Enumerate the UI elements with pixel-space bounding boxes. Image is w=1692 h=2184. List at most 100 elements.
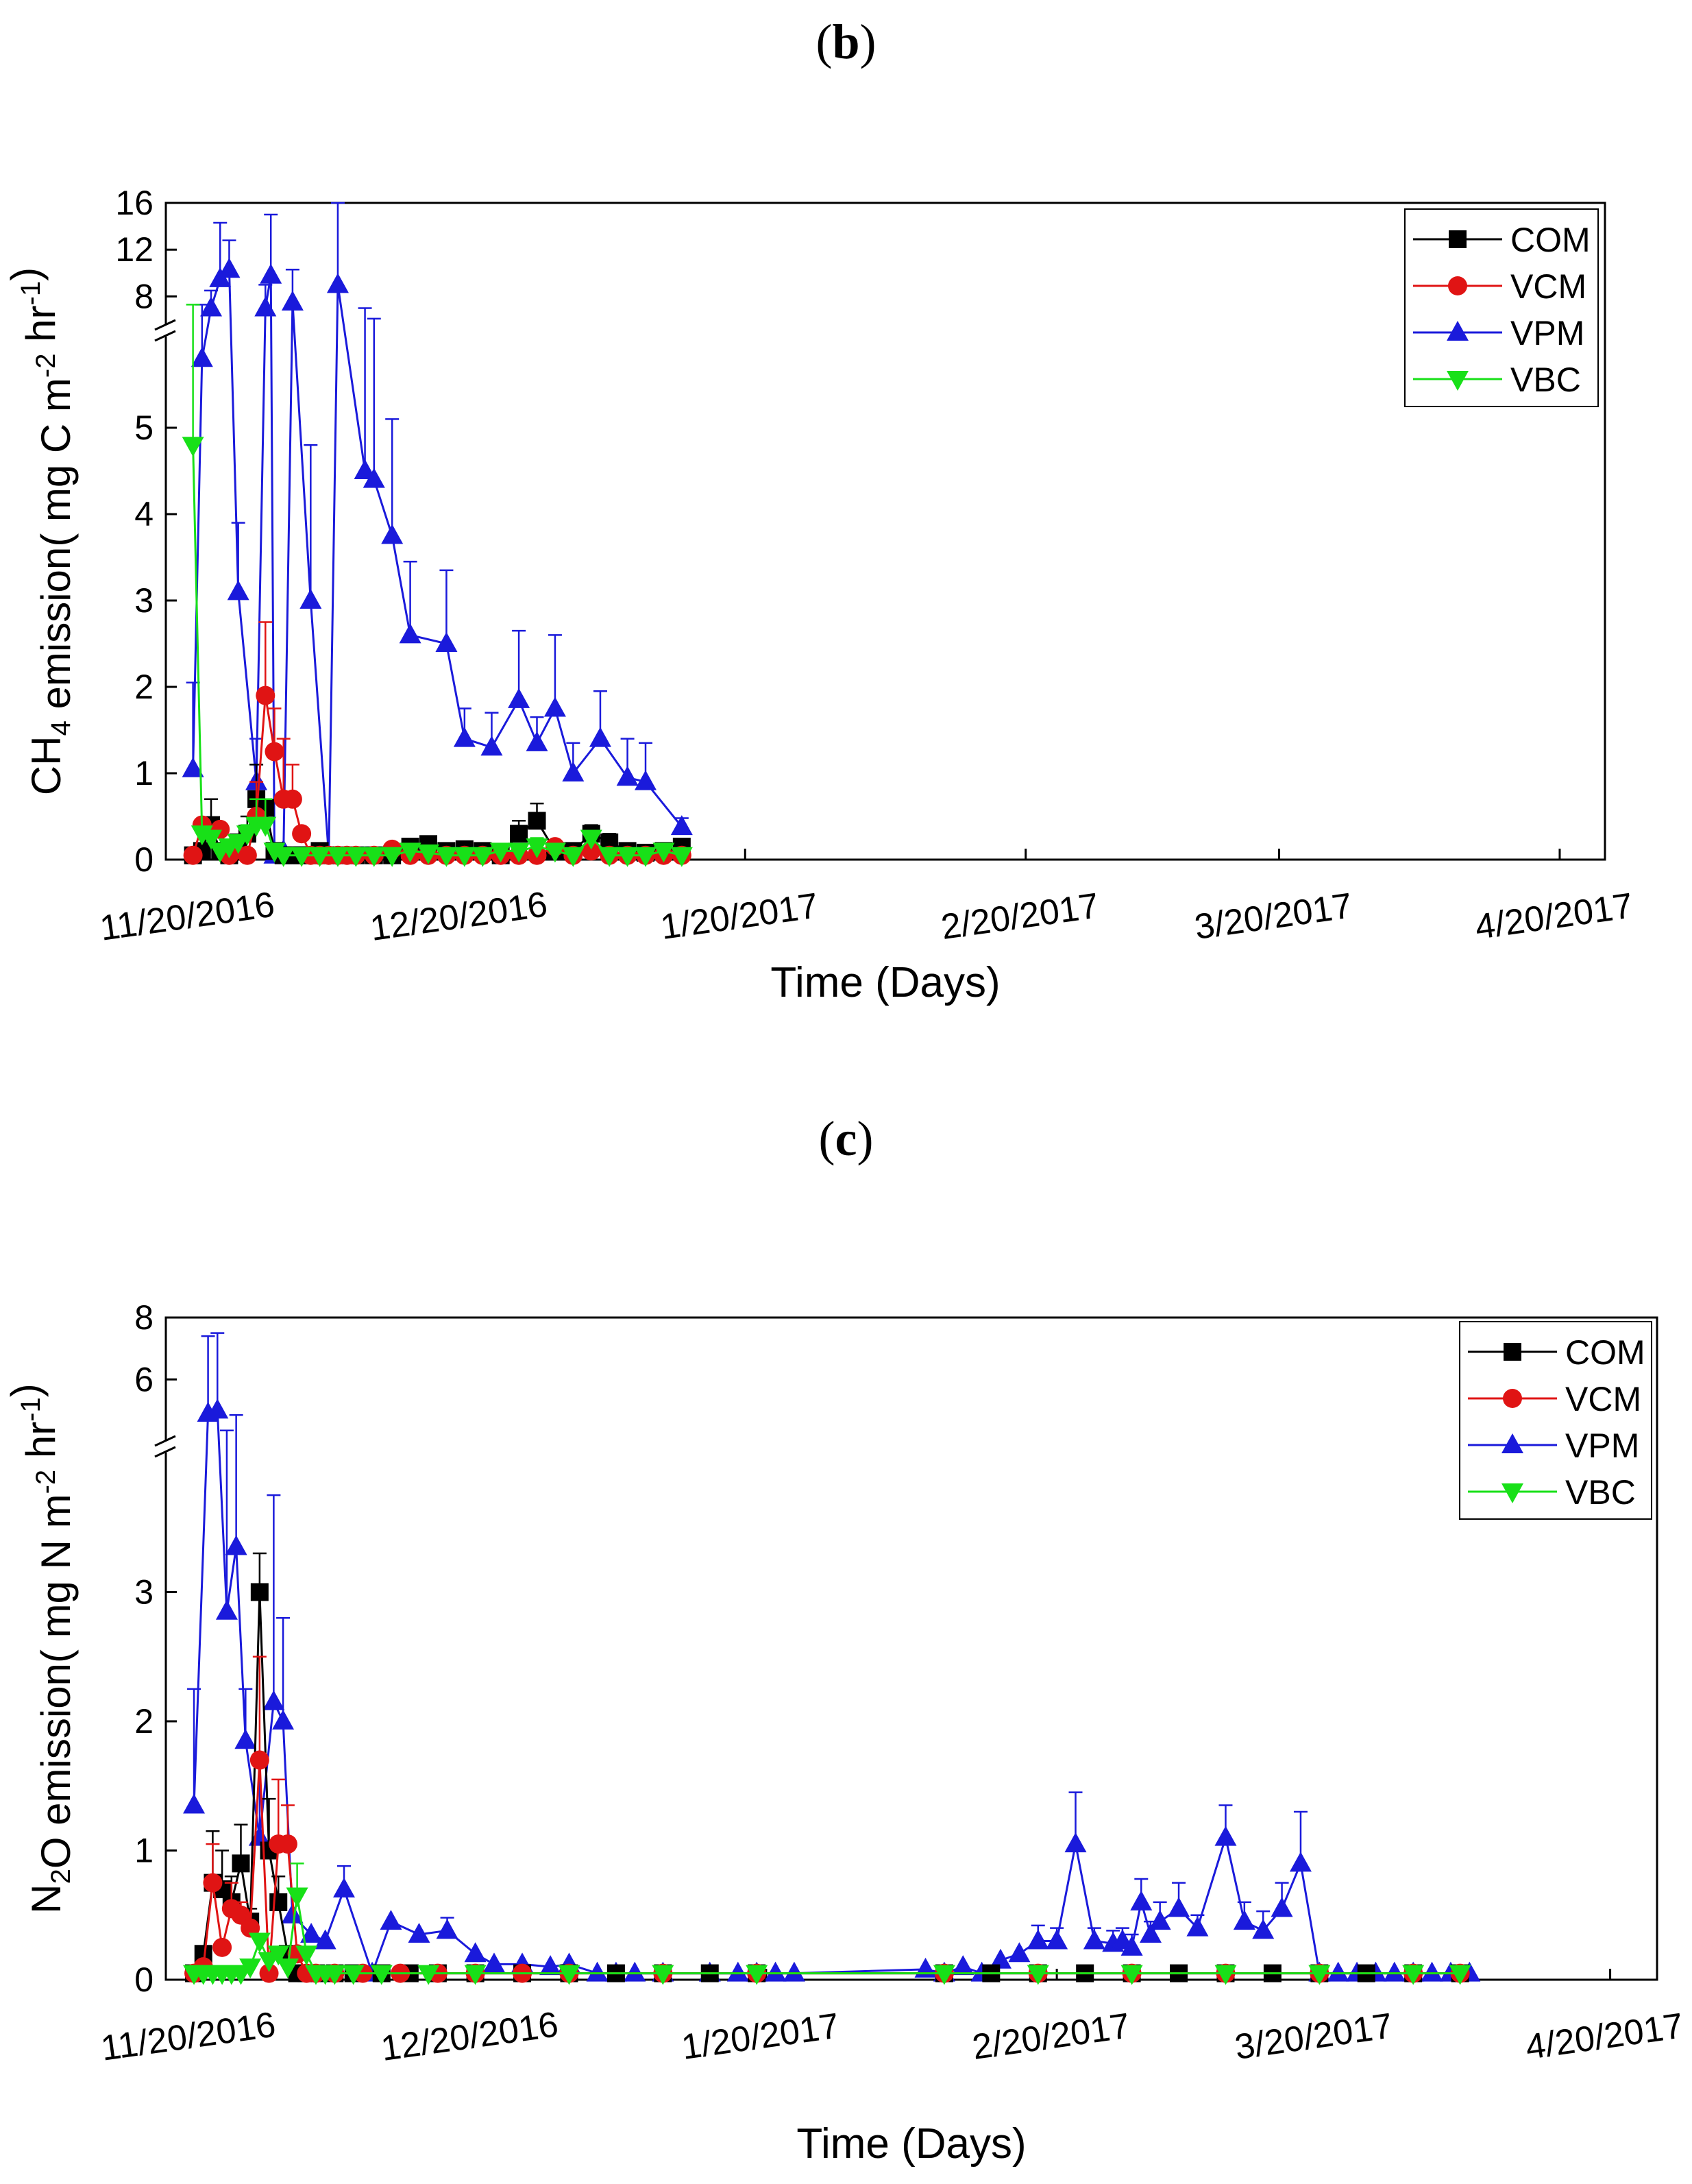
data-point xyxy=(508,688,530,708)
data-point xyxy=(272,1710,295,1730)
data-point xyxy=(453,727,476,747)
data-point xyxy=(292,824,312,844)
data-point xyxy=(265,742,284,762)
data-point xyxy=(562,762,585,781)
data-point xyxy=(248,1932,271,1953)
data-point xyxy=(272,847,295,867)
data-point xyxy=(218,258,241,278)
y-axis-title-part: 2 xyxy=(46,1869,76,1884)
y-tick-label: 8 xyxy=(134,1298,154,1337)
data-point xyxy=(435,632,458,652)
legend: COM VCM VPM VBC xyxy=(1459,1321,1652,1520)
data-point xyxy=(528,812,546,830)
plot-frame xyxy=(164,202,1606,861)
data-point xyxy=(652,1965,674,1985)
data-point xyxy=(267,1945,290,1966)
y-axis-title: N2O emission( mg N m-2 hr-1) xyxy=(3,1383,79,1914)
panel-b: (b) 0 1 2 3 4 5 8 12 16 11/20/2016 12/20/2016 1/20/… xyxy=(0,0,1692,1069)
data-point xyxy=(482,1952,505,1973)
data-point xyxy=(1083,1929,1105,1950)
data-point xyxy=(345,847,367,867)
data-point xyxy=(203,1873,223,1893)
data-point xyxy=(1046,1929,1068,1950)
x-tick-label: 1/20/2017 xyxy=(679,2006,842,2067)
data-point xyxy=(783,1961,805,1982)
legend-label: COM xyxy=(1565,1333,1645,1372)
panel-title-c: (c) xyxy=(818,1111,874,1166)
series-line xyxy=(193,1409,1470,1977)
y-tick-label: 2 xyxy=(134,1702,154,1740)
data-point xyxy=(408,1923,430,1943)
x-tick-label: 3/20/2017 xyxy=(1192,886,1355,947)
data-point xyxy=(1120,1935,1143,1956)
data-point xyxy=(1327,1961,1349,1982)
x-axis-title: Time (Days) xyxy=(770,959,1000,1006)
data-point xyxy=(952,1955,974,1976)
legend-box xyxy=(1404,208,1599,407)
y-tick-label: 1 xyxy=(134,1832,154,1870)
data-point xyxy=(1271,1897,1293,1917)
data-point xyxy=(1130,1890,1153,1910)
legend-label: VCM xyxy=(1565,1380,1641,1418)
data-point xyxy=(237,845,257,865)
data-point xyxy=(1252,1919,1275,1939)
legend-marker xyxy=(1448,276,1467,295)
data-point xyxy=(314,1929,336,1950)
y-tick-label: 0 xyxy=(134,1961,154,1999)
series-vbc xyxy=(182,304,693,867)
data-point xyxy=(1383,1961,1406,1982)
series-vcm xyxy=(184,1655,1470,1983)
y-tick-label: 0 xyxy=(134,840,154,879)
data-point xyxy=(652,842,675,863)
data-point xyxy=(436,1919,458,1939)
data-point xyxy=(381,847,404,867)
data-point xyxy=(256,685,275,705)
data-point xyxy=(254,816,277,837)
axis-break-mark xyxy=(154,1446,176,1458)
n2o-emission-chart: 0 1 2 3 6 8 11/20/2016 12/20/2016 1/20/2017 2/20/… xyxy=(3,1298,1686,2168)
data-point xyxy=(281,290,304,311)
data-point xyxy=(276,1958,299,1979)
data-point xyxy=(250,1583,269,1601)
series-vbc xyxy=(183,1863,1471,1985)
data-point xyxy=(182,437,204,457)
y-axis-title-part: 4 xyxy=(46,720,76,736)
data-point xyxy=(282,789,302,809)
data-point xyxy=(215,1599,238,1620)
y-tick-label: 6 xyxy=(134,1360,154,1398)
y-axis-title-part: O emission( mg N m xyxy=(33,1494,79,1869)
legend-marker xyxy=(1447,371,1469,391)
data-point xyxy=(635,770,657,790)
series-vpm xyxy=(183,1332,1481,1982)
panel-label-b: b xyxy=(832,14,860,69)
data-point xyxy=(354,459,376,479)
series-vpm xyxy=(182,202,693,864)
data-point xyxy=(200,296,223,317)
y-tick-label: 1 xyxy=(134,754,154,792)
data-point xyxy=(635,847,657,867)
data-point xyxy=(1149,1910,1171,1930)
y-axis-title: CH4 emission( mg C m-2 hr-1) xyxy=(3,267,79,795)
legend-marker xyxy=(1447,321,1469,341)
legend-box xyxy=(1459,1321,1652,1520)
data-point xyxy=(363,468,385,488)
axis-break xyxy=(154,1435,176,1458)
data-point xyxy=(1064,1832,1087,1853)
data-point xyxy=(295,1945,318,1966)
data-point xyxy=(1027,1965,1049,1985)
y-axis-title-part: CH xyxy=(23,736,69,795)
data-point xyxy=(1186,1916,1209,1937)
x-tick-label: 11/20/2016 xyxy=(97,885,277,949)
data-point xyxy=(363,847,385,867)
data-point xyxy=(239,1958,262,1979)
y-axis-title-part: ) xyxy=(3,1383,49,1397)
data-point xyxy=(417,844,440,864)
data-point xyxy=(581,841,601,861)
data-point xyxy=(1402,1965,1425,1985)
data-point xyxy=(539,1955,562,1976)
data-point xyxy=(380,1910,402,1930)
x-axis: 11/20/2016 12/20/2016 1/20/2017 2/20/2017 3/… xyxy=(99,1969,1686,2069)
data-point xyxy=(326,273,349,293)
data-point xyxy=(1289,1852,1312,1872)
